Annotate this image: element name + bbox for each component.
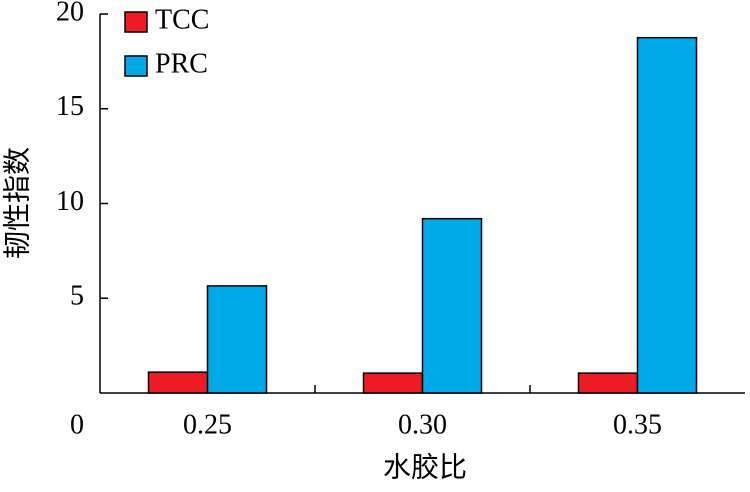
bar xyxy=(636,36,698,394)
x-tick-label: 0.35 xyxy=(613,409,662,440)
y-tick-label: 15 xyxy=(56,91,84,122)
legend-label: PRC xyxy=(155,48,208,79)
x-axis-label: 水胶比 xyxy=(383,451,467,483)
bar xyxy=(147,371,209,394)
y-tick-label: 10 xyxy=(56,186,84,217)
y-tick-label: 20 xyxy=(56,0,84,27)
bar xyxy=(362,372,424,394)
y-tick-label: 0 xyxy=(70,409,84,440)
bar xyxy=(577,372,639,394)
y-axis-label: 韧性指数 xyxy=(1,147,33,259)
legend-label: TCC xyxy=(155,4,209,35)
bar xyxy=(206,285,268,394)
x-tick-label: 0.30 xyxy=(398,409,447,440)
legend-swatch xyxy=(124,11,148,33)
y-tick-label: 5 xyxy=(70,281,84,312)
legend-swatch xyxy=(124,55,148,77)
bar xyxy=(421,217,483,394)
x-tick-label: 0.25 xyxy=(183,409,232,440)
